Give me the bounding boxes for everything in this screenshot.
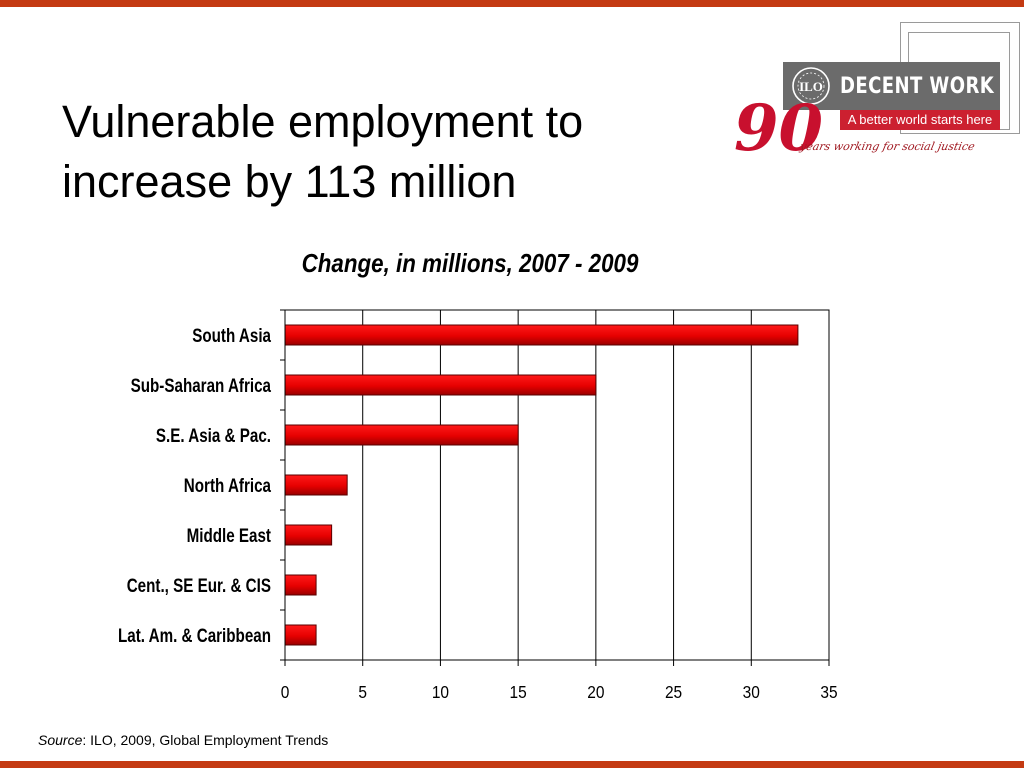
bar [284, 324, 799, 346]
logo-brand-text: DECENT WORK [840, 74, 995, 99]
source-label: Source [38, 732, 83, 748]
bar [284, 374, 597, 396]
source-note: Source: ILO, 2009, Global Employment Tre… [38, 732, 538, 748]
ninety-text: 90 [734, 92, 823, 162]
category-label: Cent., SE Eur. & CIS [127, 574, 271, 596]
bar [284, 574, 317, 596]
x-tick-label: 5 [358, 682, 367, 702]
category-label: Lat. Am. & Caribbean [118, 624, 271, 646]
bar [284, 624, 317, 646]
category-label: Sub-Saharan Africa [131, 374, 272, 396]
x-tick-label: 25 [665, 682, 682, 702]
slide-title-line-2: increase by 113 million [62, 156, 517, 207]
category-label: North Africa [184, 474, 272, 496]
logo-tagline: A better world starts here [840, 110, 1000, 130]
bottom-accent-bar [0, 761, 1024, 768]
x-tick-label: 30 [743, 682, 760, 702]
category-label: Middle East [187, 524, 272, 546]
ninety-years-logo: 90 [730, 91, 840, 166]
plot-frame [284, 309, 830, 661]
chart-title: Change, in millions, 2007 - 2009 [301, 248, 639, 278]
category-label: South Asia [192, 324, 271, 346]
bar [284, 524, 333, 546]
ilo-emblem-icon: ILO [788, 64, 834, 108]
bar [284, 424, 519, 446]
bar [284, 474, 348, 496]
category-label: S.E. Asia & Pac. [156, 424, 271, 446]
slide-title-line-1: Vulnerable employment to [62, 96, 584, 147]
x-tick-label: 35 [820, 682, 837, 702]
slide-title: Vulnerable employment to increase by 113… [62, 92, 702, 212]
x-tick-label: 0 [281, 682, 290, 702]
x-tick-label: 20 [587, 682, 604, 702]
emblem-text: ILO [799, 79, 823, 94]
x-tick-label: 10 [432, 682, 449, 702]
x-tick-label: 15 [510, 682, 527, 702]
top-accent-bar [0, 0, 1024, 7]
source-text: : ILO, 2009, Global Employment Trends [82, 732, 329, 748]
